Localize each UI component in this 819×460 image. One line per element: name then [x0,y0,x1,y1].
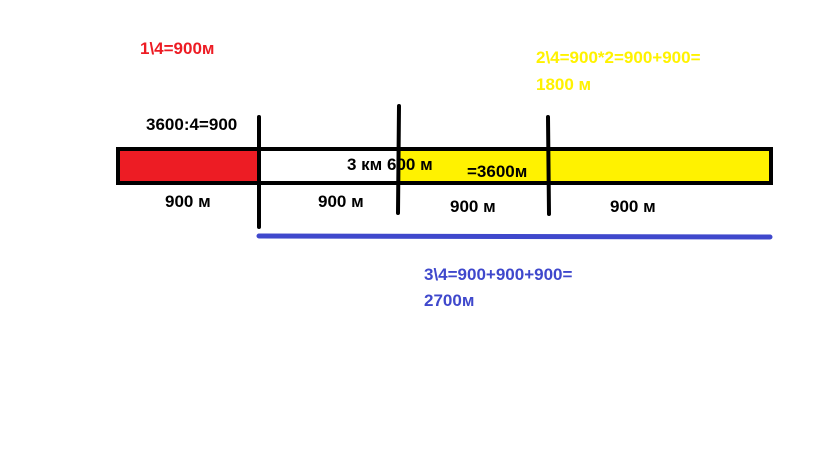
segment-4-label: 900 м [610,197,656,216]
bar-outline [116,147,773,185]
two-quarters-label-line2: 1800 м [536,75,592,94]
segment-1-label: 900 м [165,192,211,211]
total-m-label: =3600м [467,162,528,181]
first-quarter-fill [120,151,258,181]
divider-line-3 [546,115,551,216]
segment-2-label: 900 м [318,192,364,211]
three-quarters-label-line1: 3\4=900+900+900= [424,265,573,284]
total-km-label: 3 км 600 м [347,155,433,174]
segment-3-label: 900 м [450,197,496,216]
division-label: 3600:4=900 [146,115,238,134]
three-quarters-label-line2: 2700м [424,291,475,310]
two-quarters-label-line1: 2\4=900*2=900+900= [536,48,701,67]
three-quarters-line [256,233,773,240]
second-half-fill [399,151,769,181]
one-quarter-label: 1\4=900м [140,39,215,58]
divider-line-2 [396,104,401,215]
